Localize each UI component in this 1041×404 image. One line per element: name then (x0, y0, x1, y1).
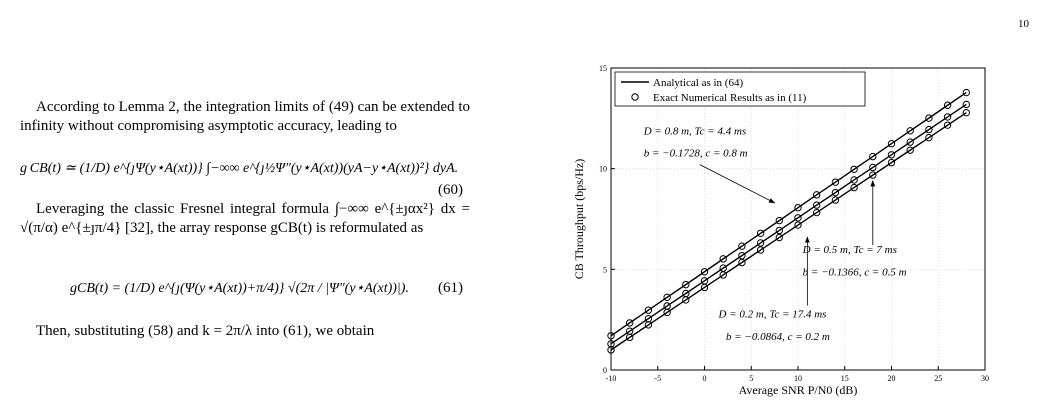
curve (610, 112, 967, 351)
marker (719, 271, 727, 279)
marker (831, 188, 840, 197)
marker (794, 204, 802, 212)
marker (962, 100, 970, 109)
x-tick-label: 20 (888, 374, 896, 383)
annotation: b = −0.1728, c = 0.8 m (644, 148, 748, 160)
marker (850, 165, 858, 173)
marker (831, 178, 840, 186)
legend-label: Analytical as in (64) (653, 77, 743, 89)
marker (869, 163, 877, 172)
y-tick-label: 0 (603, 366, 607, 375)
marker (887, 151, 896, 159)
x-tick-label: 25 (934, 374, 942, 383)
marker (682, 296, 690, 304)
x-tick-label: 5 (749, 374, 753, 383)
y-tick-label: 10 (599, 165, 607, 174)
marker (943, 113, 952, 121)
x-tick-label: 15 (841, 374, 849, 383)
annotation: D = 0.5 m, Tc = 7 ms (802, 244, 897, 256)
annotation: b = −0.0864, c = 0.2 m (726, 331, 830, 343)
marker (682, 280, 690, 289)
marker (906, 127, 914, 135)
equation-number: (61) (438, 280, 463, 296)
legend-label: Exact Numerical Results as in (11) (653, 92, 807, 104)
plot-frame (610, 67, 986, 371)
equation: g CB(t) ≃ (1/D) e^{ȷΨ(y⋆A(xt))} ∫−∞∞ e^{… (20, 161, 459, 176)
marker (738, 258, 746, 267)
marker (850, 176, 858, 184)
marker (813, 191, 821, 199)
y-tick-label: 5 (603, 265, 607, 274)
marker (943, 121, 952, 129)
legend-box (614, 71, 866, 107)
x-tick-label: 0 (703, 374, 707, 383)
page-number: 10 (1018, 18, 1029, 30)
marker (738, 242, 746, 250)
marker (663, 308, 671, 317)
marker (925, 133, 933, 142)
marker (644, 306, 653, 314)
annotation: b = −0.1366, c = 0.5 m (803, 266, 907, 278)
marker (887, 158, 896, 167)
marker (775, 226, 783, 235)
x-tick-label: -5 (654, 374, 661, 383)
paragraph: According to Lemma 2, the integration li… (20, 99, 470, 134)
marker (626, 319, 634, 327)
marker (962, 108, 970, 117)
marker (925, 114, 933, 122)
marker (775, 216, 783, 225)
x-tick-label: 10 (794, 374, 802, 383)
marker (869, 152, 877, 161)
marker (756, 229, 765, 237)
marker (607, 332, 615, 340)
marker (700, 283, 709, 292)
marker (719, 255, 727, 263)
paragraph: Leveraging the classic Fresnel integral … (20, 201, 470, 236)
y-tick-label: 15 (599, 64, 607, 73)
marker (700, 268, 709, 276)
annotation: D = 0.8 m, Tc = 4.4 ms (643, 125, 746, 137)
marker (644, 321, 653, 329)
marker (626, 333, 634, 342)
equation: gCB(t) = (1/D) e^{ȷ(Ψ(y⋆A(xt))+π/4)} √(2… (70, 281, 409, 296)
marker (794, 221, 802, 229)
x-tick-label: -10 (606, 374, 617, 383)
marker (756, 246, 765, 254)
marker (962, 88, 970, 97)
marker (831, 196, 840, 204)
x-axis-label: Average SNR P/N0 (dB) (739, 383, 858, 397)
curve (610, 91, 967, 337)
marker (906, 138, 914, 146)
arrow (699, 164, 776, 204)
marker (925, 125, 933, 134)
marker (869, 171, 877, 179)
marker (887, 140, 896, 148)
marker (663, 293, 671, 302)
y-axis-label: CB Throughput (bps/Hz) (572, 159, 586, 279)
marker (943, 101, 952, 109)
paragraph: Then, substituting (58) and k = 2π/λ int… (36, 323, 375, 339)
annotation: D = 0.2 m, Tc = 17.4 ms (718, 309, 827, 321)
x-tick-label: 30 (981, 374, 989, 383)
marker (906, 146, 914, 154)
marker (794, 214, 802, 222)
marker (775, 233, 783, 242)
marker (607, 346, 615, 354)
marker (813, 208, 821, 217)
legend-marker (631, 93, 639, 101)
marker (756, 239, 765, 247)
marker (813, 201, 821, 209)
equation-number: (60) (438, 182, 463, 198)
marker (850, 183, 858, 192)
curve (610, 103, 967, 345)
